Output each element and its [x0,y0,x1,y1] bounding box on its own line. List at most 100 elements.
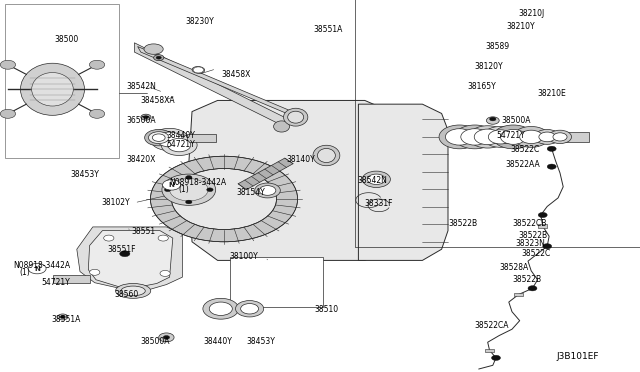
Text: N: N [168,182,175,188]
Text: 38140Y: 38140Y [287,155,316,164]
Polygon shape [138,46,291,115]
Ellipse shape [116,283,151,298]
Polygon shape [230,257,323,307]
Text: 38522CA: 38522CA [475,321,509,330]
Ellipse shape [20,63,84,115]
Text: 38440Y: 38440Y [204,337,232,346]
Text: 38210Y: 38210Y [507,22,536,31]
Text: 38230Y: 38230Y [186,17,214,26]
Bar [355,0,640,247]
Circle shape [90,109,105,118]
Circle shape [209,302,232,315]
Text: 54721Y: 54721Y [497,131,525,140]
Circle shape [445,129,474,145]
Text: 38440Y: 38440Y [166,131,195,140]
Text: 38120Y: 38120Y [475,62,504,71]
Text: 38100Y: 38100Y [229,252,258,261]
Ellipse shape [284,108,308,126]
Polygon shape [358,104,448,260]
Text: 38102Y: 38102Y [101,198,130,207]
Circle shape [158,235,168,241]
Circle shape [154,55,164,61]
Polygon shape [238,158,293,190]
Circle shape [492,355,500,360]
Circle shape [186,176,192,179]
Circle shape [143,116,148,119]
Circle shape [170,179,208,201]
Text: 38522C: 38522C [511,145,540,154]
Circle shape [161,135,197,155]
Text: 38154Y: 38154Y [237,188,266,197]
Circle shape [528,286,537,291]
Text: 38522B: 38522B [512,275,541,284]
Text: 38551: 38551 [131,227,156,236]
Circle shape [159,333,174,342]
Circle shape [439,125,480,149]
Circle shape [145,129,173,146]
Text: 54721Y: 54721Y [42,278,70,287]
Polygon shape [187,134,216,142]
Circle shape [58,314,68,320]
Polygon shape [77,227,182,290]
Text: 38453Y: 38453Y [246,337,275,346]
Text: 38522B: 38522B [448,219,477,228]
Circle shape [160,270,170,276]
Circle shape [168,138,191,152]
Ellipse shape [274,121,290,132]
Bar [5,4,119,158]
Ellipse shape [32,73,73,106]
Ellipse shape [317,148,335,163]
Bar [538,224,547,228]
Text: N: N [34,266,40,272]
Circle shape [486,117,499,124]
Circle shape [543,244,552,249]
Circle shape [490,117,496,121]
Text: 38589: 38589 [485,42,509,51]
Text: 38522C: 38522C [522,249,551,258]
Circle shape [539,132,556,142]
Ellipse shape [313,145,340,166]
Circle shape [152,134,165,141]
Circle shape [186,200,192,204]
Bar [514,293,523,296]
Text: 38500A: 38500A [141,337,170,346]
Polygon shape [448,132,589,142]
Text: 38528A: 38528A [499,263,529,272]
Circle shape [538,212,547,218]
Text: (1): (1) [178,185,189,194]
Ellipse shape [144,44,163,54]
Text: 38522B: 38522B [518,231,548,240]
Circle shape [553,133,567,141]
Circle shape [454,125,495,149]
Circle shape [513,126,549,147]
Circle shape [468,126,507,148]
Circle shape [156,56,161,59]
Circle shape [367,174,385,185]
Text: 38500A: 38500A [502,116,531,125]
Circle shape [534,129,560,144]
Circle shape [90,60,105,69]
Circle shape [203,298,239,319]
Text: 38551A: 38551A [314,25,343,34]
Circle shape [60,315,65,318]
Polygon shape [53,275,90,283]
Circle shape [259,186,276,195]
Text: 38522AA: 38522AA [506,160,540,169]
Text: J3B101EF: J3B101EF [557,352,599,361]
Circle shape [193,67,204,73]
Polygon shape [134,43,288,128]
Text: 38331F: 38331F [365,199,394,208]
Bar [485,349,494,352]
Circle shape [474,129,501,145]
Text: 38542N: 38542N [357,176,387,185]
Text: (1): (1) [19,268,30,277]
Ellipse shape [192,67,205,73]
Circle shape [150,156,298,242]
Circle shape [28,263,46,274]
Text: 38458XA: 38458XA [140,96,175,105]
Circle shape [483,126,518,147]
Text: 38323N: 38323N [515,239,545,248]
Circle shape [520,130,543,144]
Circle shape [163,336,170,339]
Text: 38551A: 38551A [51,315,81,324]
